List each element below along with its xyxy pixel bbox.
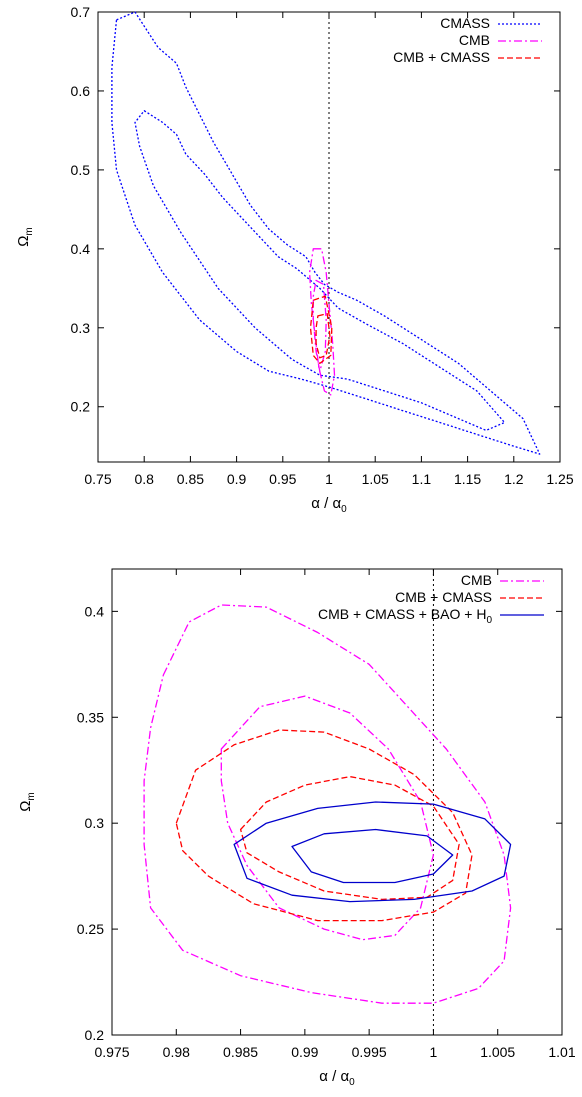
x-axis-label-main: α / α — [311, 495, 341, 512]
y-axis-label: Ωm — [15, 227, 35, 247]
x-tick-label: 1.05 — [362, 471, 389, 487]
y-tick-label: 0.3 — [85, 815, 105, 831]
x-tick-label: 0.85 — [177, 471, 204, 487]
x-tick-label: 0.99 — [291, 1044, 318, 1060]
contour-cmb-cmass-1 — [315, 312, 331, 359]
x-axis-label-sub: 0 — [341, 504, 347, 515]
plot-frame — [111, 568, 563, 1036]
x-axis-label-main: α / α — [319, 1068, 349, 1085]
legend-label: CMB + CMASS — [395, 589, 492, 605]
legend-label-main: CMASS — [440, 15, 490, 31]
x-tick-label: 1.01 — [548, 1044, 575, 1060]
contour-cmb-cmass-bao-h-0 — [233, 801, 512, 903]
contour-cmb-0 — [308, 248, 336, 396]
legend-label-main: CMB — [459, 32, 490, 48]
y-tick-label: 0.35 — [77, 709, 104, 725]
y-tick-label: 0.2 — [85, 1027, 105, 1043]
legend-label: CMB — [459, 32, 490, 48]
x-tick-label: 1.25 — [546, 471, 573, 487]
x-tick-label: 0.75 — [84, 471, 111, 487]
y-axis-label-sub: m — [24, 227, 35, 235]
y-axis-label-sub: m — [26, 792, 37, 800]
y-tick-label: 0.7 — [71, 4, 91, 20]
y-tick-label: 0.2 — [71, 399, 91, 415]
legend-label: CMASS — [440, 15, 490, 31]
x-tick-label: 1.1 — [412, 471, 432, 487]
y-axis-label-group: Ωm — [15, 227, 35, 247]
bottom-panel: 0.975 0.98 0.985 0.99 0.995 1 1.005 1.01 0.2 0.25… — [17, 568, 576, 1088]
x-tick-label: 1.005 — [480, 1044, 515, 1060]
x-axis-label: α / α0 — [319, 1068, 355, 1088]
contour-cmb-1 — [220, 695, 435, 941]
contour-cmb-cmass-1 — [239, 775, 460, 901]
legend-label-main: CMB + CMASS + BAO + H — [318, 606, 486, 622]
contour-cmb-0 — [143, 604, 512, 1004]
legend-label-main: CMB + CMASS — [393, 49, 490, 65]
x-tick-label: 1.15 — [454, 471, 481, 487]
x-tick-label: 1 — [325, 471, 333, 487]
contour-cmass-0 — [111, 11, 541, 455]
y-axis-label: Ωm — [17, 792, 37, 812]
y-tick-label: 0.6 — [71, 83, 91, 99]
x-tick-label: 0.995 — [352, 1044, 387, 1060]
y-tick-label: 0.5 — [71, 162, 91, 178]
legend-label-sub: 0 — [486, 615, 492, 626]
legend-label-main: CMB — [461, 572, 492, 588]
contour-cmb-cmass-0 — [309, 295, 333, 364]
y-tick-label: 0.4 — [71, 241, 91, 257]
x-tick-label: 1 — [430, 1044, 438, 1060]
x-axis-label: α / α0 — [311, 495, 347, 515]
legend-label: CMB — [461, 572, 492, 588]
x-axis-label-sub: 0 — [349, 1077, 355, 1088]
x-tick-label: 0.985 — [223, 1044, 258, 1060]
x-tick-label: 0.95 — [269, 471, 296, 487]
x-tick-label: 0.98 — [163, 1044, 190, 1060]
legend-label-main: CMB + CMASS — [395, 589, 492, 605]
x-tick-label: 0.975 — [94, 1044, 129, 1060]
legend-label: CMB + CMASS + BAO + H0 — [318, 606, 492, 626]
y-tick-label: 0.4 — [85, 603, 105, 619]
y-axis-label-main: Ω — [15, 236, 32, 247]
contour-cmass-1 — [134, 110, 506, 432]
y-axis-label-group: Ωm — [17, 792, 37, 812]
x-tick-label: 0.8 — [134, 471, 154, 487]
legend-label: CMB + CMASS — [393, 49, 490, 65]
x-tick-label: 0.9 — [227, 471, 247, 487]
y-tick-label: 0.3 — [71, 320, 91, 336]
top-panel: 0.75 0.8 0.85 0.9 0.95 1 1.05 1.1 1.15 1.2 1.25 0.2… — [15, 4, 574, 515]
y-axis-label-main: Ω — [17, 801, 34, 812]
contour-cmb-cmass-bao-h-1 — [291, 828, 454, 884]
y-tick-label: 0.25 — [77, 921, 104, 937]
x-tick-label: 1.2 — [504, 471, 524, 487]
